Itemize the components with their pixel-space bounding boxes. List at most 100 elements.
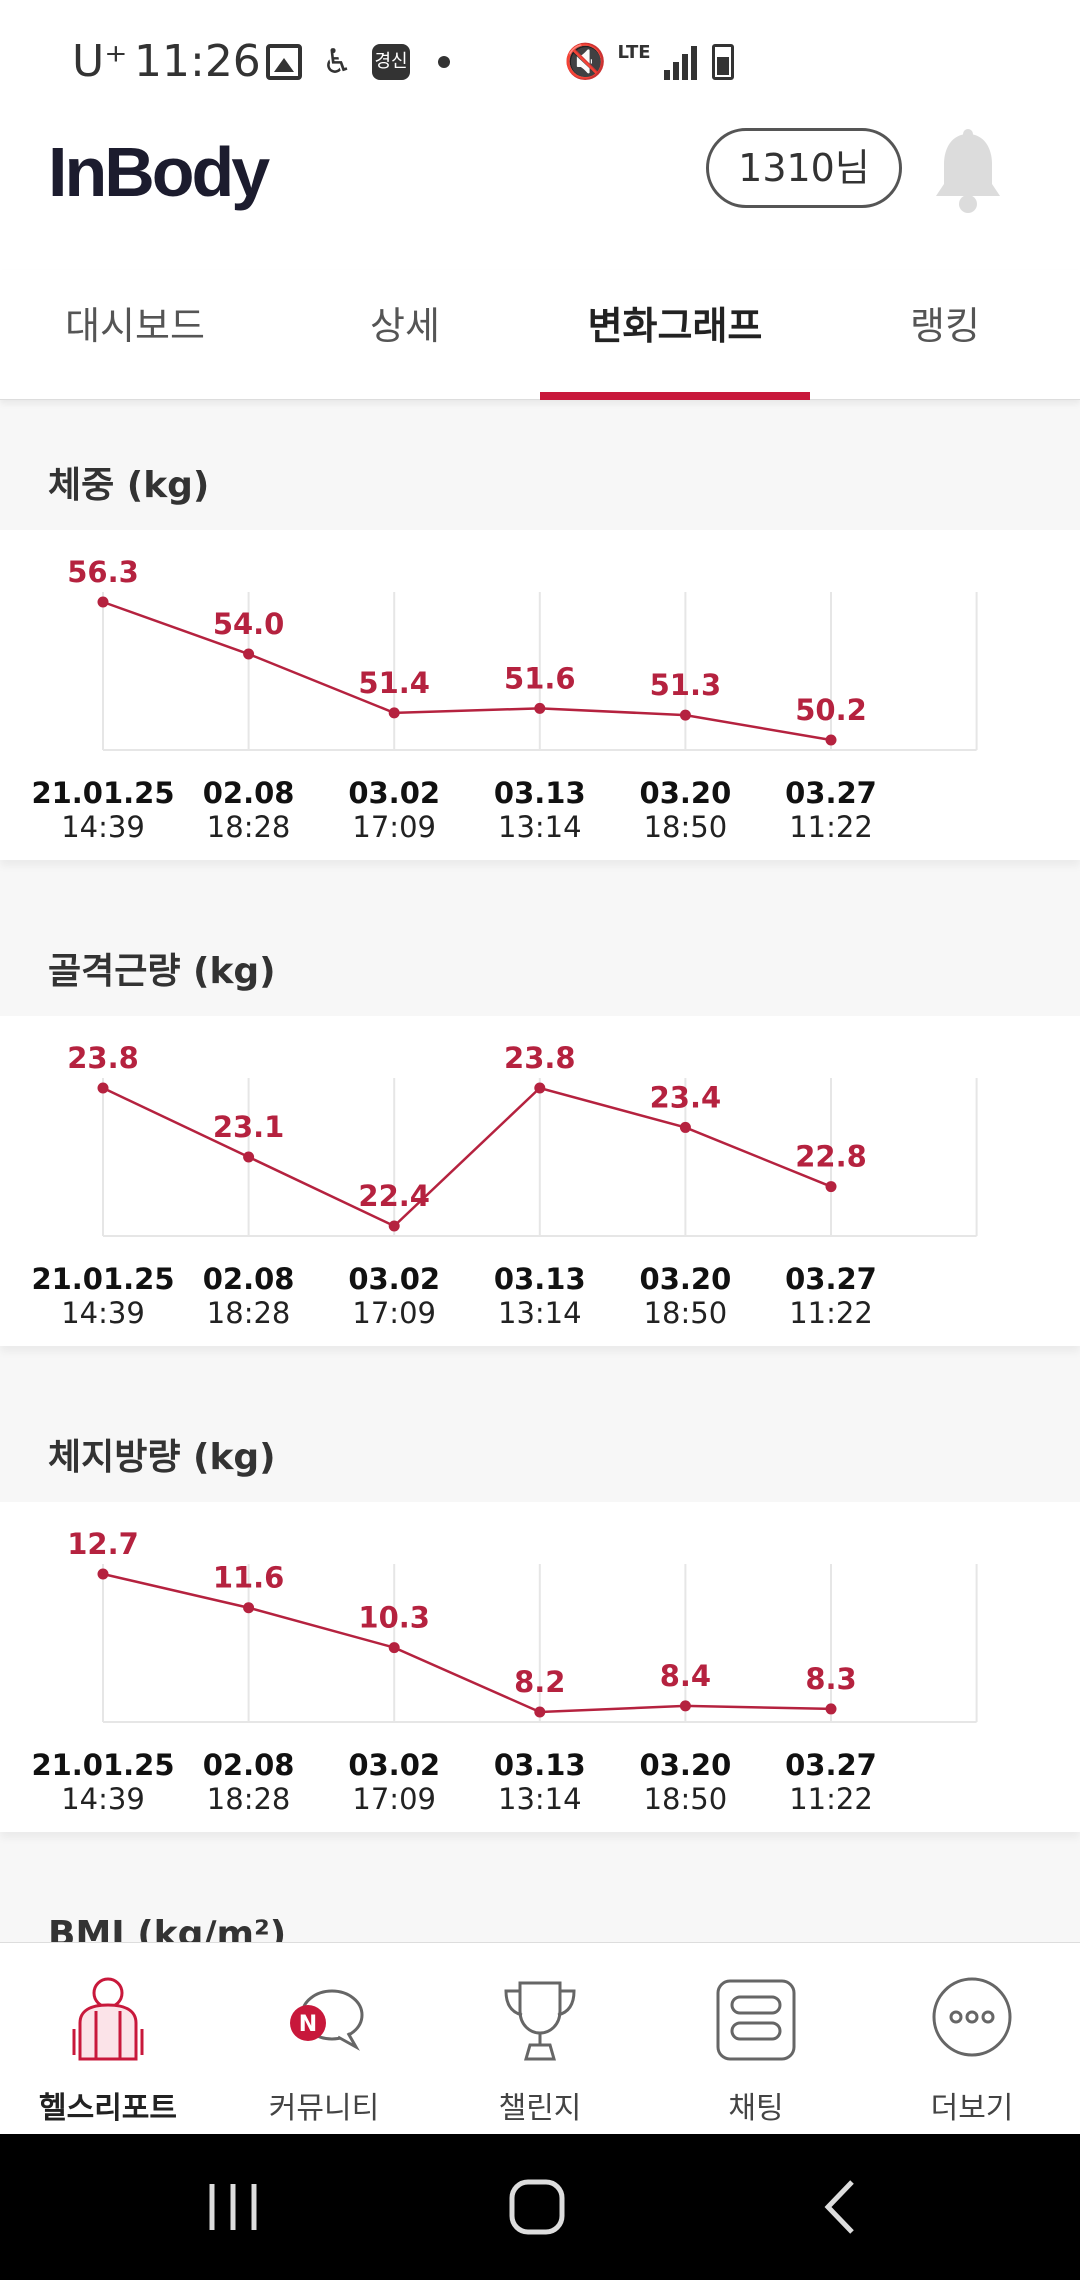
chart-point <box>243 1151 255 1163</box>
mute-icon: 🔇 <box>564 42 607 82</box>
chart-point <box>388 1642 400 1654</box>
chart-x-date-label: 03.20 <box>640 776 732 810</box>
weight-chart: 56.3 21.01.25 14:39 54.0 02.08 18:28 51.4 03.02… <box>0 530 1080 860</box>
chart-point <box>534 1706 546 1718</box>
tab-ranking[interactable]: 랭킹 <box>910 304 980 348</box>
nav-community[interactable]: N 커뮤니티 <box>216 1943 432 2135</box>
chart-x-time-label: 11:22 <box>789 1296 873 1330</box>
chart-x-date-label: 21.01.25 <box>31 1748 174 1782</box>
chart-x-time-label: 11:22 <box>789 810 873 844</box>
chart-series-line <box>102 600 832 742</box>
chart-x-time-label: 11:22 <box>789 1782 873 1816</box>
body-fat-section: 체지방량 (kg) 12.7 21.01.25 14:39 11.6 02.08 18:2… <box>0 1372 1080 1832</box>
chart-data-label: 56.3 <box>67 555 139 589</box>
chart-x-time-label: 18:50 <box>644 1782 728 1816</box>
chart-series-line <box>102 1086 832 1228</box>
chart-point <box>679 709 691 721</box>
skeletal-muscle-section: 골격근량 (kg) 23.8 21.01.25 14:39 23.1 02.08 18:2… <box>0 886 1080 1346</box>
chart-point <box>388 1220 400 1232</box>
nav-challenge[interactable]: 챌린지 <box>432 1943 648 2135</box>
skeletal-muscle-chart: 23.8 21.01.25 14:39 23.1 02.08 18:28 22.4 03.02… <box>0 1016 1080 1346</box>
inbody-logo: InBody <box>48 133 270 211</box>
chart-x-time-label: 18:28 <box>207 1296 291 1330</box>
chart-data-label: 51.3 <box>650 668 722 702</box>
weight-chart-title: 체중 (kg) <box>48 465 210 506</box>
chart-data-label: 23.4 <box>650 1080 722 1114</box>
nav-chat-label: 채팅 <box>728 2091 784 2126</box>
chart-point <box>243 648 255 660</box>
home-icon[interactable] <box>502 2172 572 2242</box>
chart-x-time-label: 18:50 <box>644 810 728 844</box>
user-profile-button[interactable]: 1310님 <box>706 128 902 208</box>
tab-change-graph[interactable]: 변화그래프 <box>540 270 810 400</box>
chart-point <box>825 1703 837 1715</box>
chart-data-label: 12.7 <box>67 1527 139 1561</box>
bmi-section: BMI (kg/m²) <box>0 1858 1080 1948</box>
nav-more-label: 더보기 <box>930 2091 1014 2126</box>
accessibility-icon: ♿ <box>322 42 353 82</box>
community-icon: N <box>290 1989 364 2051</box>
chart-x-date-label: 02.08 <box>203 776 295 810</box>
chart-x-date-label: 03.02 <box>348 1262 440 1296</box>
chart-x-date-label: 03.20 <box>640 1262 732 1296</box>
chart-point <box>825 1181 837 1193</box>
nav-chat[interactable]: 채팅 <box>648 1943 864 2135</box>
status-bar: U⁺ 11:26 ♿ 경신 🔇 LTE <box>0 0 1080 120</box>
system-navigation-bar <box>0 2134 1080 2280</box>
chart-x-date-label: 03.13 <box>494 1262 586 1296</box>
chart-data-label: 11.6 <box>213 1561 285 1595</box>
recent-apps-icon[interactable] <box>198 2172 268 2242</box>
chart-x-date-label: 21.01.25 <box>31 776 174 810</box>
chart-x-date-label: 03.27 <box>785 776 877 810</box>
app-header: InBody 1310님 <box>0 120 1080 270</box>
nav-community-label: 커뮤니티 <box>268 2091 380 2126</box>
body-fat-chart-title: 체지방량 (kg) <box>48 1437 276 1478</box>
nav-health-report[interactable]: 헬스리포트 <box>0 1943 216 2135</box>
tab-dashboard[interactable]: 대시보드 <box>65 304 205 348</box>
chart-x-date-label: 02.08 <box>203 1748 295 1782</box>
chart-data-label: 23.1 <box>213 1110 285 1144</box>
chart-series-line <box>102 1572 832 1714</box>
lte-icon: LTE <box>617 42 651 63</box>
chart-x-time-label: 13:14 <box>498 1782 582 1816</box>
chart-data-label: 50.2 <box>795 693 867 727</box>
chart-x-date-label: 03.13 <box>494 1748 586 1782</box>
battery-icon <box>712 44 734 80</box>
chart-point <box>97 1082 109 1094</box>
chart-x-time-label: 13:14 <box>498 810 582 844</box>
chart-x-time-label: 18:28 <box>207 810 291 844</box>
chart-point <box>243 1602 255 1614</box>
svg-text:N: N <box>299 2012 317 2037</box>
chart-data-label: 8.2 <box>514 1665 565 1699</box>
chart-point <box>679 1121 691 1133</box>
chart-x-time-label: 18:28 <box>207 1782 291 1816</box>
chart-x-date-label: 03.13 <box>494 776 586 810</box>
health-report-icon <box>72 1977 144 2061</box>
back-icon[interactable] <box>806 2172 876 2242</box>
chart-x-time-label: 17:09 <box>352 1782 436 1816</box>
chart-x-time-label: 14:39 <box>61 1782 145 1816</box>
bell-icon[interactable] <box>932 126 1004 216</box>
app-notification-icon: 경신 <box>372 44 410 80</box>
chart-data-label: 22.4 <box>358 1179 430 1213</box>
chart-point <box>97 1568 109 1580</box>
nav-more[interactable]: 더보기 <box>864 1943 1080 2135</box>
chart-x-time-label: 13:14 <box>498 1296 582 1330</box>
chart-x-date-label: 03.27 <box>785 1262 877 1296</box>
chart-data-label: 51.6 <box>504 661 576 695</box>
carrier-label: U⁺ <box>72 36 128 87</box>
signal-icon <box>664 44 698 80</box>
chart-point <box>825 734 837 746</box>
chart-data-label: 8.3 <box>805 1662 856 1696</box>
trophy-icon <box>504 1981 576 2061</box>
nav-challenge-label: 챌린지 <box>498 2091 582 2126</box>
chart-x-date-label: 21.01.25 <box>31 1262 174 1296</box>
chart-data-label: 54.0 <box>213 607 285 641</box>
bottom-navigation: 헬스리포트 N 커뮤니티 챌린지 채팅 더보기 <box>0 1942 1080 2134</box>
tab-detail[interactable]: 상세 <box>370 304 440 348</box>
chart-data-label: 10.3 <box>358 1601 430 1635</box>
chart-point <box>388 707 400 719</box>
